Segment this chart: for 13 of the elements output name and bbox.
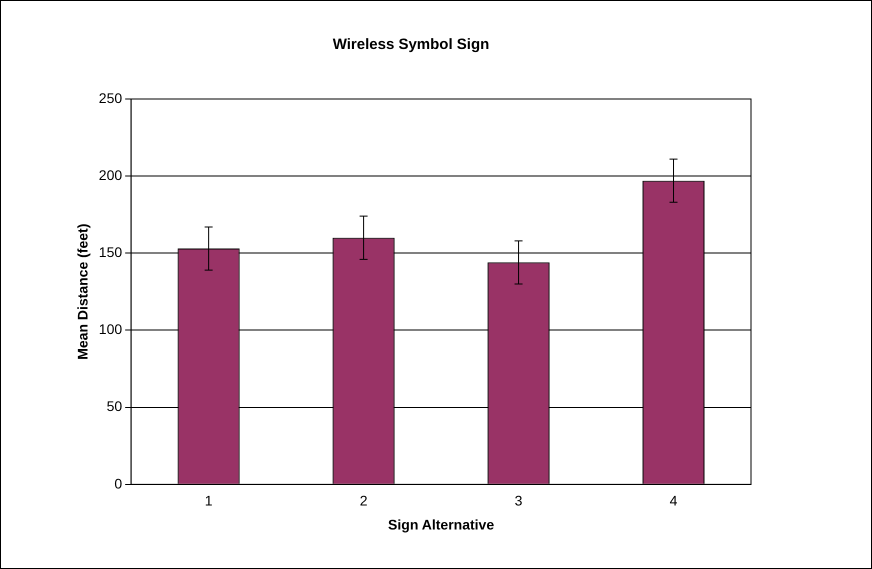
y-axis-title: Mean Distance (feet) (74, 224, 90, 360)
x-axis-title: Sign Alternative (388, 516, 494, 532)
y-tick-label: 150 (98, 244, 122, 260)
x-tick-label: 1 (204, 492, 213, 509)
x-tick-label: 2 (360, 492, 368, 509)
y-tick-label: 250 (98, 90, 122, 106)
y-tick-label: 200 (98, 166, 122, 183)
x-tick-label: 4 (670, 492, 678, 509)
y-tick-label: 0 (114, 475, 122, 492)
y-tick-label: 50 (106, 398, 122, 414)
y-tick-label: 100 (98, 321, 122, 338)
chart-title: Wireless Symbol Sign (332, 36, 490, 54)
x-tick-label: 3 (514, 492, 523, 509)
